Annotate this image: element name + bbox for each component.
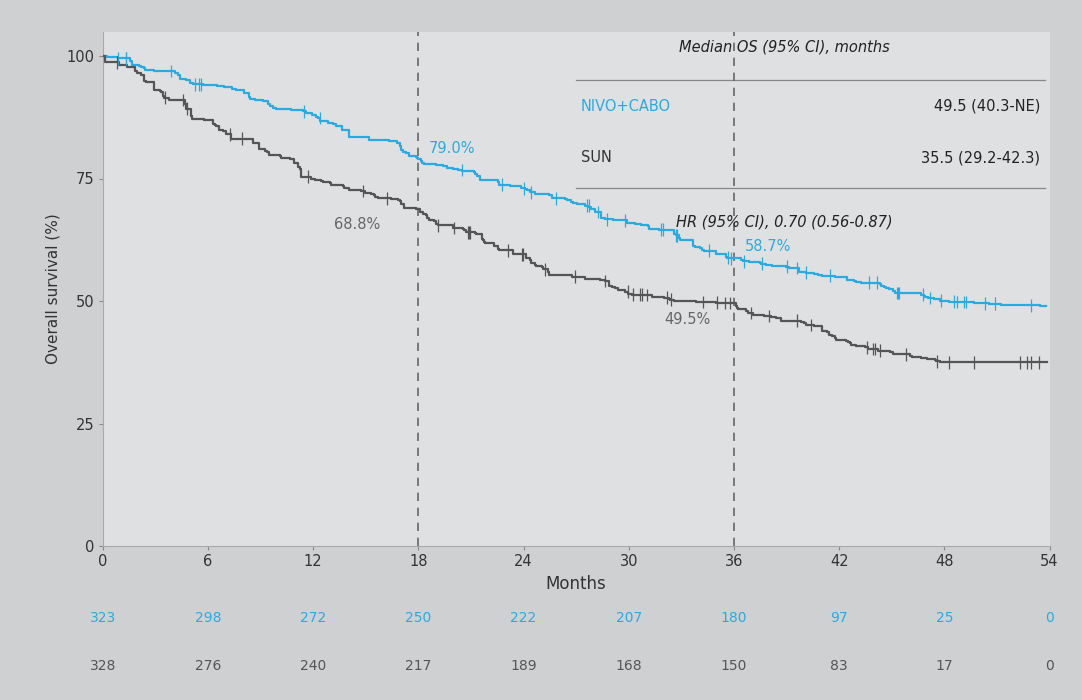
Text: 250: 250 [406,611,432,625]
Text: 68.8%: 68.8% [334,217,381,232]
Text: 207: 207 [616,611,642,625]
Text: 276: 276 [195,659,221,673]
Text: 83: 83 [830,659,848,673]
Text: 49.5 (40.3-NE): 49.5 (40.3-NE) [934,99,1040,113]
Text: 240: 240 [300,659,327,673]
Text: 168: 168 [616,659,642,673]
Text: 189: 189 [511,659,537,673]
X-axis label: Months: Months [545,575,607,593]
Text: SUN: SUN [581,150,611,165]
Text: NIVO+CABO: NIVO+CABO [581,99,671,113]
Text: 49.5%: 49.5% [664,312,710,327]
Text: 180: 180 [721,611,748,625]
Text: 25: 25 [936,611,953,625]
Text: 217: 217 [405,659,432,673]
Text: 298: 298 [195,611,221,625]
Text: 35.5 (29.2-42.3): 35.5 (29.2-42.3) [921,150,1040,165]
Text: 58.7%: 58.7% [744,239,791,254]
Text: 323: 323 [90,611,116,625]
Text: 328: 328 [90,659,116,673]
Text: HR (95% CI), 0.70 (0.56-0.87): HR (95% CI), 0.70 (0.56-0.87) [676,214,893,229]
Text: 17: 17 [936,659,953,673]
Text: 222: 222 [511,611,537,625]
Text: 272: 272 [300,611,327,625]
Y-axis label: Overall survival (%): Overall survival (%) [45,214,61,364]
Text: 97: 97 [830,611,848,625]
Text: 0: 0 [1045,611,1054,625]
Text: 79.0%: 79.0% [428,141,475,157]
Text: 0: 0 [1045,659,1054,673]
Text: 150: 150 [721,659,748,673]
Text: Median OS (95% CI), months: Median OS (95% CI), months [679,39,889,54]
